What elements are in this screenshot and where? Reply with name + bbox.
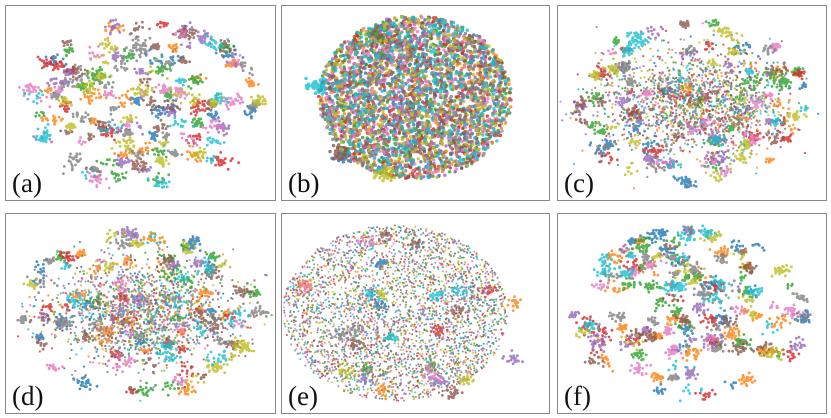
scatter-points [288,229,507,401]
scatter-points [318,15,512,180]
scatter-points [561,25,807,170]
scatter-points [287,225,508,399]
scatter-points [44,45,257,142]
panel-border [557,213,827,414]
scatter-points [317,16,511,179]
scatter-points [583,33,820,189]
scatter-points [571,19,801,184]
panel: (b) [281,5,550,201]
panel-label: (e) [288,381,318,411]
panel: (a) [5,5,276,201]
panel-label: (d) [12,381,43,411]
panel: (f) [557,213,827,414]
scatter-points [28,231,258,396]
scatter-points [283,227,506,402]
scatter-points [598,235,792,388]
panel: (d) [5,213,276,414]
scatter-points [318,14,511,178]
panel-label: (c) [564,168,594,198]
panel: (c) [557,5,827,201]
scatter-points [283,224,507,402]
panel-label: (a) [12,168,42,198]
panel-label: (f) [564,381,591,411]
panel: (e) [281,213,550,414]
scatter-points [304,15,513,180]
scatter-points [25,250,259,394]
scatter-points [575,229,793,362]
scatter-points [50,32,261,176]
panel-label: (b) [288,168,319,198]
scatter-points [319,14,513,181]
scatter-points [318,15,510,183]
scatter-points [577,224,779,403]
